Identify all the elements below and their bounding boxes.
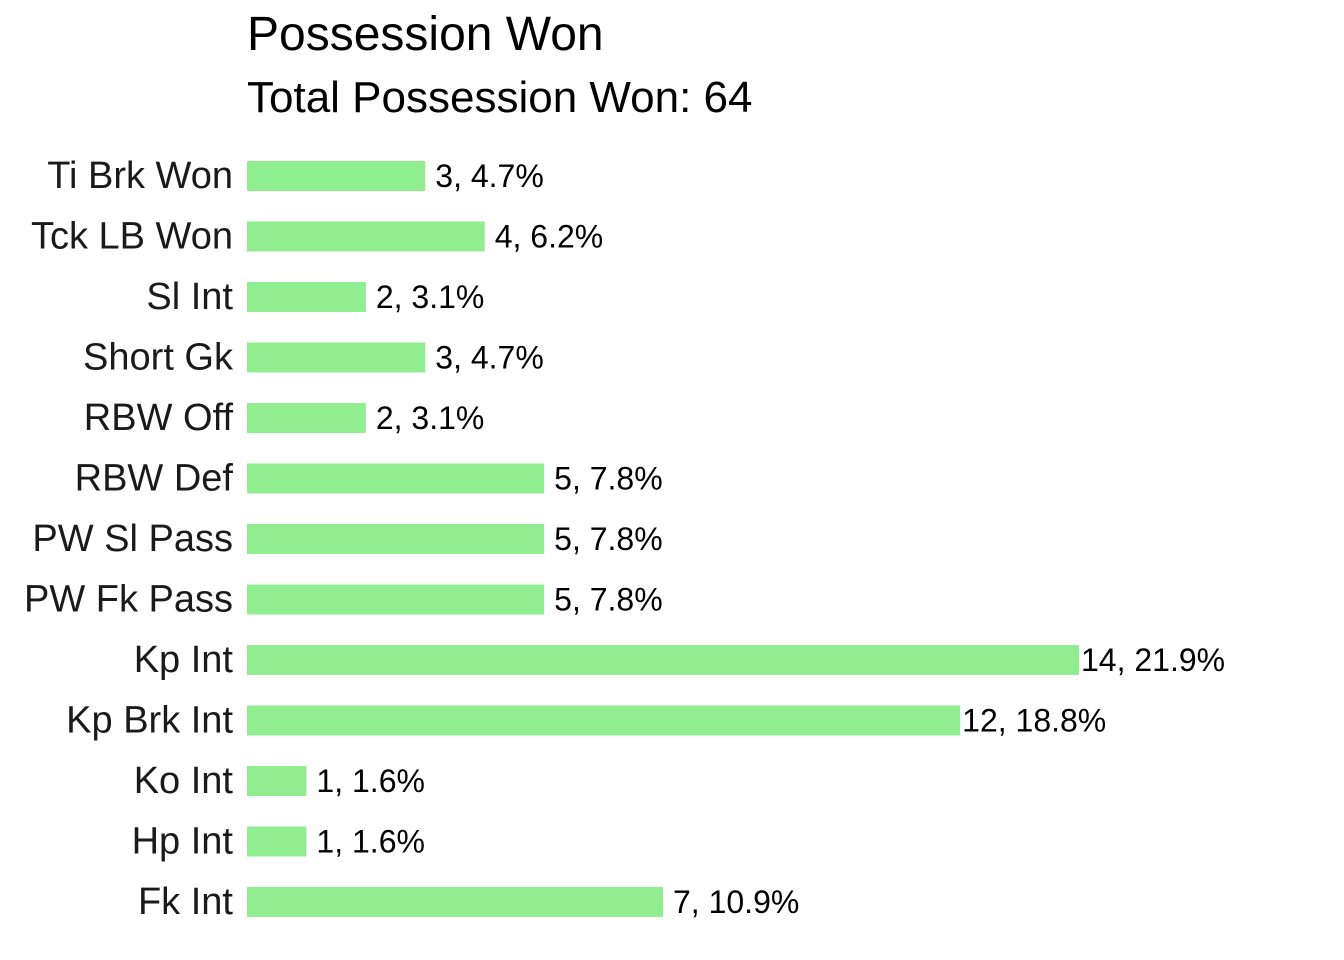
category-label: RBW Def: [75, 458, 234, 500]
bar: [247, 161, 426, 191]
category-label: RBW Off: [84, 397, 234, 439]
bar-value-label: 1, 1.6%: [316, 824, 425, 860]
bar: [247, 403, 366, 433]
bar-value-label: 5, 7.8%: [554, 582, 663, 618]
category-label: Short Gk: [83, 337, 234, 379]
bar: [247, 342, 426, 373]
bar-value-label: 4, 6.2%: [495, 219, 604, 255]
category-label: PW Sl Pass: [32, 518, 233, 560]
bar: [247, 463, 545, 494]
bar-value-label: 3, 4.7%: [435, 158, 544, 194]
bar-value-label: 14, 21.9%: [1081, 642, 1225, 678]
bar-value-label: 2, 3.1%: [376, 400, 485, 436]
category-label: Hp Int: [132, 821, 234, 863]
bar-value-label: 1, 1.6%: [316, 763, 425, 799]
bar-value-label: 7, 10.9%: [673, 884, 799, 920]
category-label: Fk Int: [138, 881, 233, 923]
category-label: Ti Brk Won: [47, 155, 233, 197]
bar: [247, 766, 307, 796]
bar: [247, 221, 485, 252]
chart-title: Possession Won: [247, 8, 604, 61]
bar-value-label: 5, 7.8%: [554, 461, 663, 497]
bar: [247, 705, 961, 736]
category-label: Kp Brk Int: [66, 700, 233, 742]
category-label: Tck LB Won: [31, 216, 233, 258]
bar: [247, 826, 307, 857]
bar: [247, 584, 545, 615]
category-label: Sl Int: [146, 276, 233, 318]
bar: [247, 887, 663, 917]
bar-value-label: 2, 3.1%: [376, 279, 485, 315]
chart-subtitle: Total Possession Won: 64: [247, 73, 753, 122]
bar: [247, 645, 1079, 675]
bar-value-label: 5, 7.8%: [554, 521, 663, 557]
category-label: PW Fk Pass: [24, 579, 233, 621]
bar: [247, 524, 545, 554]
bar-value-label: 3, 4.7%: [435, 340, 544, 376]
bar-value-label: 12, 18.8%: [962, 703, 1106, 739]
category-label: Kp Int: [134, 639, 234, 681]
bar: [247, 282, 366, 312]
category-label: Ko Int: [134, 760, 234, 802]
